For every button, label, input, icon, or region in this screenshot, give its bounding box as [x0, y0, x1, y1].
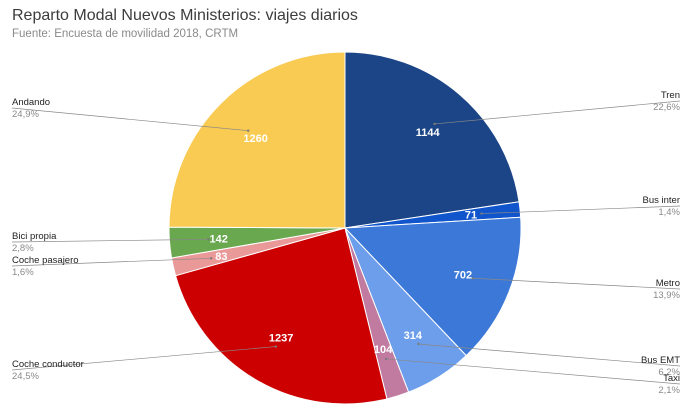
- leader-line-bici-propia: [11, 239, 209, 243]
- value-label-taxi: 104: [374, 344, 393, 356]
- percent-label-metro: 13,9%: [653, 290, 680, 301]
- leader-line-bus-inter: [481, 205, 681, 214]
- category-label-coche-conductor: Coche conductor: [12, 359, 84, 370]
- value-label-bici-propia: 142: [210, 233, 228, 245]
- pie-slice-andando: [168, 51, 346, 229]
- chart-subtitle: Fuente: Encuesta de movilidad 2018, CRTM: [12, 28, 239, 40]
- percent-label-coche-pasajero: 1,6%: [12, 267, 34, 278]
- value-label-andando: 1260: [243, 133, 267, 145]
- percent-label-bus-inter: 1,4%: [658, 207, 680, 218]
- value-label-coche-pasajero: 83: [215, 251, 227, 263]
- percent-label-bus-emt: 6,2%: [658, 367, 680, 378]
- value-label-bus-emt: 314: [404, 330, 423, 342]
- category-label-bus-inter: Bus inter: [643, 195, 681, 206]
- leader-line-taxi: [386, 358, 681, 385]
- chart-title: Reparto Modal Nuevos Ministerios: viajes…: [12, 7, 358, 24]
- value-label-tren: 1144: [416, 127, 441, 139]
- percent-label-taxi: 2,1%: [658, 385, 680, 396]
- leader-line-coche-pasajero: [11, 257, 212, 267]
- percent-label-coche-conductor: 24,5%: [12, 371, 39, 382]
- category-label-metro: Metro: [656, 278, 680, 289]
- pie-slice-tren: [344, 51, 520, 229]
- value-label-metro: 702: [454, 269, 472, 281]
- leader-line-coche-conductor: [11, 346, 276, 371]
- leader-line-bus-emt: [418, 343, 681, 367]
- pie-slice-coche-conductor: [174, 227, 388, 405]
- percent-label-andando: 24,9%: [12, 109, 39, 120]
- category-label-bus-emt: Bus EMT: [641, 355, 680, 366]
- category-label-bici-propia: Bici propia: [12, 231, 57, 242]
- leader-dot-bus-inter: [480, 212, 483, 215]
- leader-dot-metro: [471, 277, 474, 280]
- leader-line-tren: [434, 100, 681, 125]
- leader-line-metro: [472, 277, 681, 290]
- leader-dot-bus-emt: [417, 342, 420, 346]
- category-label-andando: Andando: [12, 97, 50, 108]
- value-label-coche-conductor: 1237: [269, 332, 293, 344]
- leader-line-andando: [11, 107, 249, 132]
- percent-label-tren: 22,6%: [653, 102, 680, 113]
- value-label-bus-inter: 71: [465, 210, 477, 222]
- category-label-tren: Tren: [661, 90, 680, 101]
- percent-label-bici-propia: 2,8%: [12, 243, 34, 254]
- category-label-coche-pasajero: Coche pasajero: [12, 255, 79, 266]
- pie-slice-metro: [343, 216, 522, 357]
- category-label-taxi: Taxi: [663, 373, 680, 384]
